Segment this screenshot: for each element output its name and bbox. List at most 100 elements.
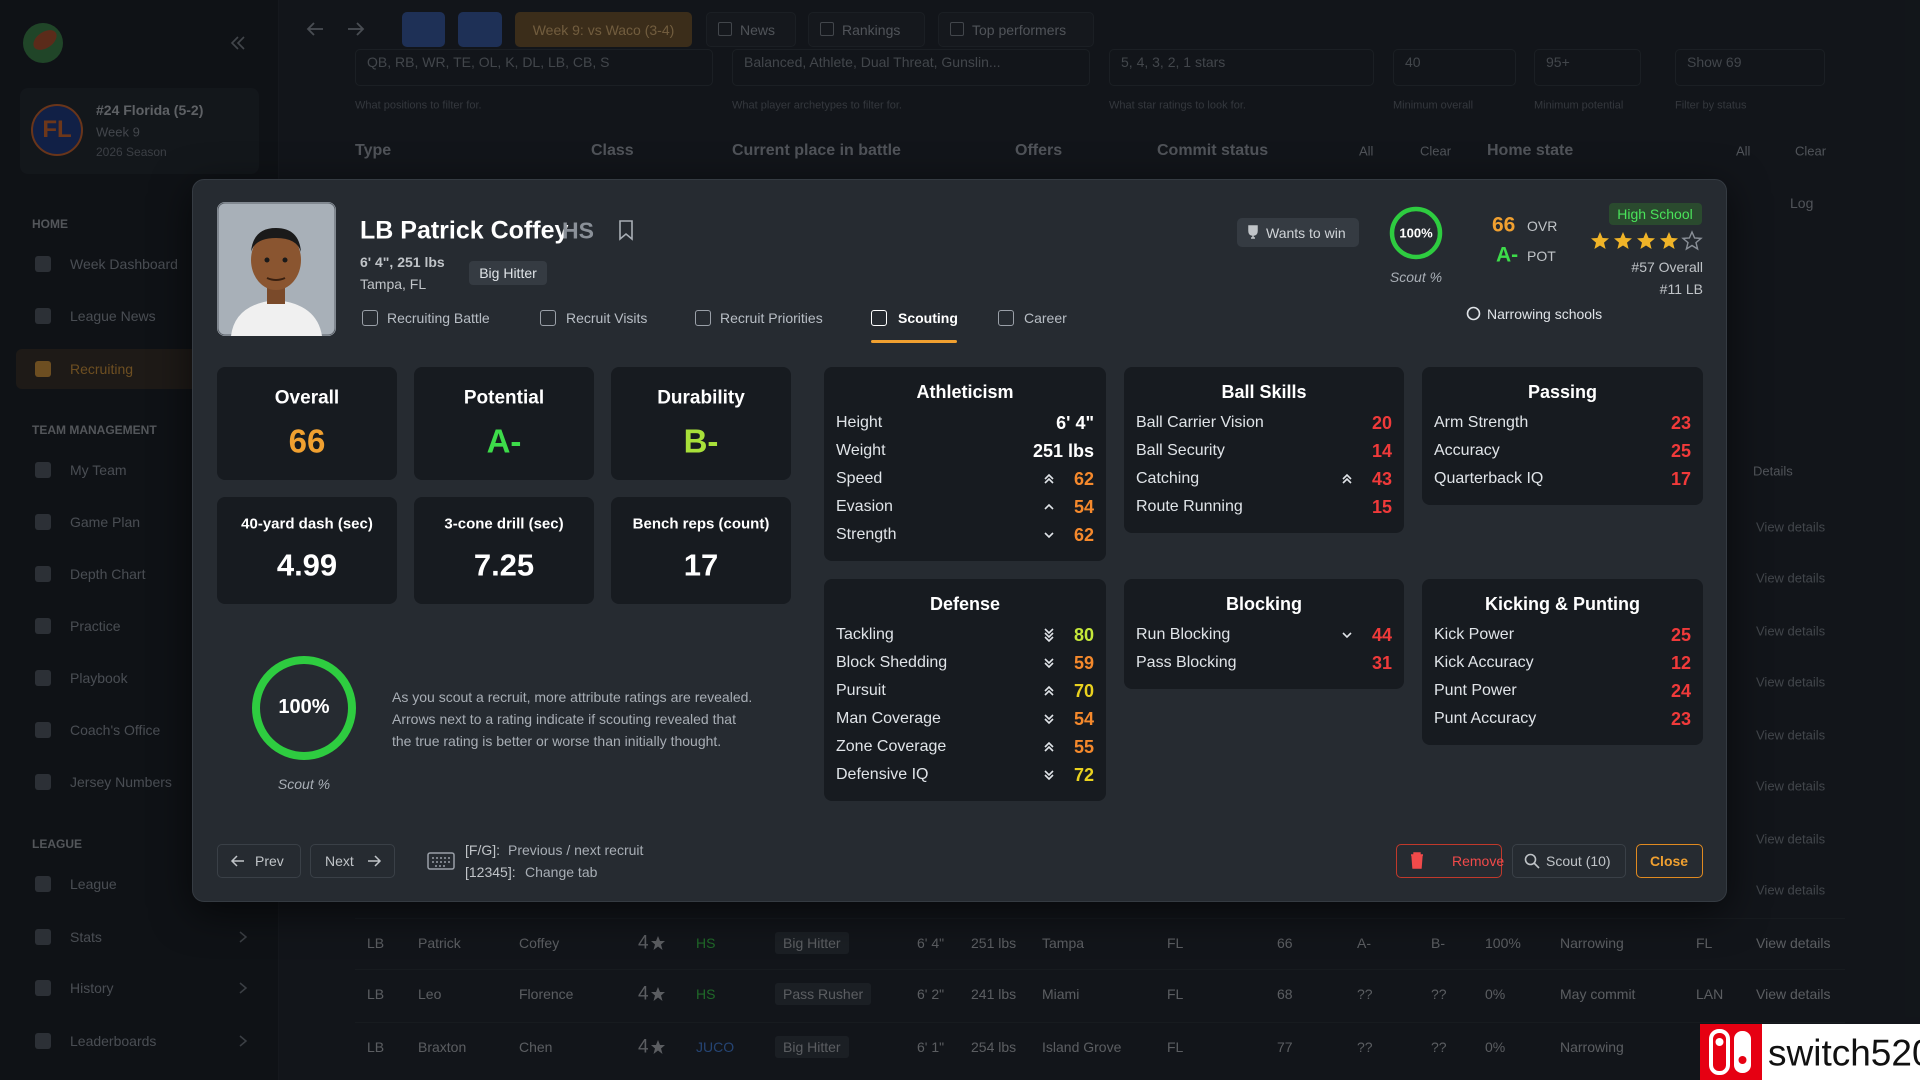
- attribute-value: 24: [1670, 681, 1691, 701]
- scout-arrow: [1044, 532, 1054, 539]
- ovr-label: OVR: [1527, 218, 1558, 234]
- star-empty: [1681, 230, 1703, 251]
- tab[interactable]: Scouting: [898, 310, 958, 326]
- attribute-value: 251 lbs: [1032, 441, 1094, 461]
- card-value: A-: [486, 422, 522, 460]
- hint-text: Previous / next recruit: [508, 842, 644, 858]
- scout-button[interactable]: [1512, 844, 1626, 878]
- attribute-value: 20: [1371, 413, 1392, 433]
- attribute-panel: [1124, 367, 1404, 533]
- attribute-name: Pursuit: [836, 682, 886, 699]
- card-value: 7.25: [473, 547, 535, 583]
- scout-ring-small: [1389, 206, 1443, 260]
- panel-title: Athleticism: [916, 382, 1014, 402]
- attribute-panel: [824, 367, 1106, 561]
- remove-button[interactable]: [1396, 844, 1502, 878]
- attribute-value: 17: [1670, 469, 1691, 489]
- watermark-icon: [1709, 1029, 1751, 1075]
- card-title: Overall: [274, 387, 340, 409]
- stat-card: [611, 497, 791, 604]
- player-class: HS: [562, 217, 594, 244]
- attribute-value: 6' 4": [1056, 413, 1094, 433]
- card-value: 17: [683, 547, 719, 583]
- stat-card: [414, 367, 594, 480]
- attribute-name: Ball Security: [1136, 442, 1225, 459]
- scout-arrow: [1044, 741, 1054, 752]
- attribute-panel: [1422, 579, 1703, 745]
- close-button-label: Close: [1649, 853, 1689, 869]
- tab[interactable]: Recruit Priorities: [720, 310, 823, 326]
- card-value: 66: [288, 422, 326, 460]
- trophy-icon: [1248, 225, 1258, 239]
- trait-badge: [469, 261, 547, 285]
- tab-icon: [998, 310, 1014, 326]
- player-trait: Big Hitter: [479, 265, 537, 281]
- stat-card: [414, 497, 594, 604]
- pot-value: A-: [1496, 243, 1519, 267]
- watermark-text: switch520: [1768, 1032, 1920, 1074]
- hint-key: [F/G]:: [465, 842, 500, 858]
- attribute-value: 44: [1371, 625, 1392, 645]
- attribute-name: Evasion: [836, 498, 893, 515]
- scout-description: the true rating is better or worse than …: [392, 733, 722, 749]
- card-title: 3-cone drill (sec): [444, 515, 564, 533]
- attribute-name: Weight: [836, 442, 886, 459]
- player-hometown: Tampa, FL: [360, 276, 427, 292]
- scout-ring: [252, 656, 356, 760]
- star-filled: [1637, 232, 1655, 249]
- hint-text: Change tab: [525, 864, 598, 880]
- tab[interactable]: Recruit Visits: [566, 310, 648, 326]
- panel-title: Kicking & Punting: [1485, 594, 1640, 614]
- attribute-value: 14: [1371, 441, 1392, 461]
- tab-icon: [871, 310, 887, 326]
- attribute-value: 43: [1371, 469, 1392, 489]
- star-rating: [1591, 230, 1703, 251]
- tab[interactable]: Career: [1024, 310, 1067, 326]
- scout-label: Scout %: [1389, 269, 1443, 285]
- attribute-value: 72: [1073, 765, 1094, 785]
- attribute-name: Kick Accuracy: [1434, 654, 1534, 671]
- attribute-value: 12: [1670, 653, 1691, 673]
- attribute-name: Punt Power: [1434, 682, 1517, 699]
- stat-card: [217, 367, 397, 480]
- bookmark-icon: [619, 220, 633, 241]
- prev-button-label: Prev: [255, 853, 284, 869]
- attribute-name: Man Coverage: [836, 710, 941, 727]
- attribute-panel: [824, 579, 1106, 801]
- panel-title: Blocking: [1225, 594, 1303, 614]
- attribute-name: Zone Coverage: [836, 738, 947, 755]
- close-button[interactable]: [1636, 844, 1703, 878]
- attribute-value: 23: [1670, 709, 1691, 729]
- attribute-value: 15: [1371, 497, 1392, 517]
- scout-ring-caption: Scout %: [277, 776, 331, 792]
- scout-arrow: [1044, 685, 1054, 696]
- scout-arrow: [1342, 473, 1352, 484]
- status-icon: [1466, 306, 1481, 321]
- attribute-value: 62: [1073, 525, 1094, 545]
- stat-card: [611, 367, 791, 480]
- attribute-panel: [1422, 367, 1703, 505]
- prev-button[interactable]: [217, 844, 301, 878]
- scout-description: Arrows next to a rating indicate if scou…: [392, 711, 736, 727]
- attribute-value: 80: [1073, 625, 1094, 645]
- rank-overall: #57 Overall: [1631, 259, 1703, 275]
- attribute-name: Height: [836, 414, 883, 431]
- card-title: 40-yard dash (sec): [241, 515, 373, 533]
- ovr-value: 66: [1492, 213, 1516, 237]
- pot-label: POT: [1527, 248, 1556, 264]
- attribute-name: Block Shedding: [836, 654, 948, 671]
- card-title: Potential: [463, 387, 545, 409]
- tab[interactable]: Recruiting Battle: [387, 310, 490, 326]
- star-filled: [1614, 232, 1632, 249]
- attribute-name: Quarterback IQ: [1434, 470, 1544, 487]
- star-filled: [1591, 232, 1609, 249]
- next-arrow: [368, 855, 382, 867]
- stat-card: [217, 497, 397, 604]
- attribute-name: Pass Blocking: [1136, 654, 1237, 671]
- attribute-name: Tackling: [836, 626, 894, 643]
- scout-ring-label: 100%: [278, 696, 330, 718]
- next-button[interactable]: [310, 844, 395, 878]
- scout-description: As you scout a recruit, more attribute r…: [392, 689, 753, 705]
- player-measurements: 6' 4", 251 lbs: [360, 254, 445, 270]
- attribute-value: 25: [1670, 625, 1691, 645]
